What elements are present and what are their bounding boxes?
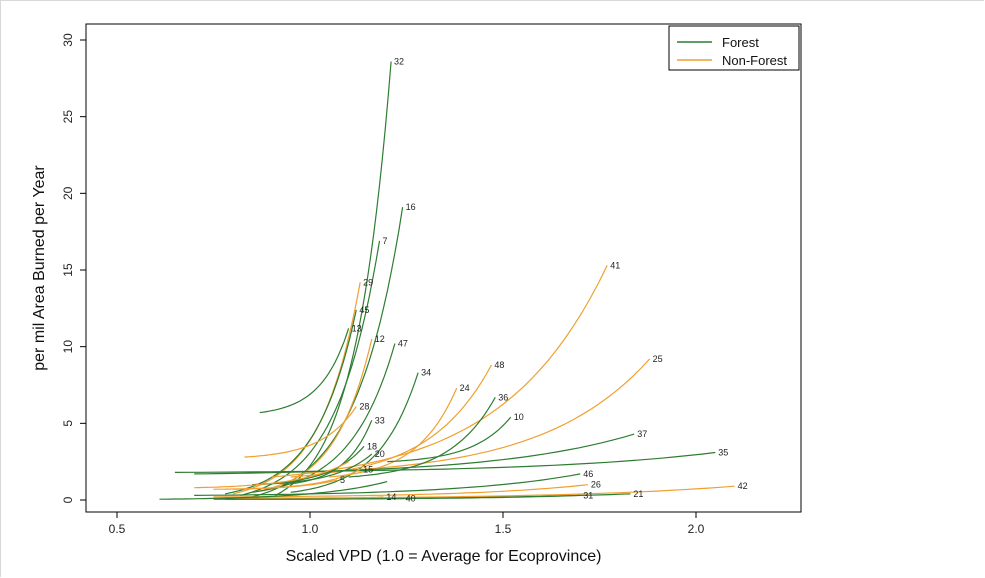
series-line-35 xyxy=(174,451,716,473)
series-label: 37 xyxy=(637,429,647,439)
y-tick-label: 15 xyxy=(61,263,75,277)
series-label: 35 xyxy=(718,447,728,457)
plot-box xyxy=(85,23,802,513)
series-label: 24 xyxy=(460,383,470,393)
y-tick-label: 20 xyxy=(61,186,75,200)
series-label: 16 xyxy=(406,202,416,212)
x-axis-title: Scaled VPD (1.0 = Average for Ecoprovinc… xyxy=(286,548,602,565)
series-line-46 xyxy=(194,473,581,496)
series-line-5 xyxy=(213,479,338,490)
series-label: 29 xyxy=(363,277,373,287)
series-label: 13 xyxy=(352,323,362,333)
y-tick-label: 25 xyxy=(61,110,75,124)
series-line-13 xyxy=(259,328,350,414)
series-line-unlabeled-30 xyxy=(159,481,388,500)
x-tick-label: 0.5 xyxy=(109,522,126,536)
series-label: 42 xyxy=(738,481,748,491)
curves xyxy=(159,61,735,500)
series-line-37 xyxy=(194,433,635,475)
y-tick-label: 5 xyxy=(61,420,75,427)
x-tick-label: 1.0 xyxy=(302,522,319,536)
series-line-34 xyxy=(290,372,419,493)
y-tick-label: 10 xyxy=(61,340,75,354)
series-label: 34 xyxy=(421,368,431,378)
series-label: 40 xyxy=(406,493,416,503)
series-label: 46 xyxy=(583,469,593,479)
x-tick-label: 1.5 xyxy=(495,522,512,536)
series-label: 41 xyxy=(610,260,620,270)
series-line-41 xyxy=(271,265,608,478)
y-tick-label: 30 xyxy=(61,33,75,47)
series-line-42 xyxy=(213,485,735,500)
series-label: 25 xyxy=(653,354,663,364)
y-tick-label: 0 xyxy=(61,496,75,503)
series-label: 31 xyxy=(583,490,593,500)
series-line-unlabeled-31 xyxy=(194,461,349,489)
series-label: 12 xyxy=(375,334,385,344)
y-axis-title: per mil Area Burned per Year xyxy=(31,165,48,371)
series-label: 10 xyxy=(514,412,524,422)
series-label: 18 xyxy=(367,441,377,451)
legend-entry: Non-Forest xyxy=(722,53,787,68)
series-label: 26 xyxy=(591,480,601,490)
series-line-7 xyxy=(240,240,381,496)
series-label: 45 xyxy=(359,305,369,315)
series-label: 7 xyxy=(382,236,387,246)
series-label: 14 xyxy=(386,492,396,502)
series-line-40 xyxy=(213,497,403,500)
series-label: 5 xyxy=(340,475,345,485)
series-label: 28 xyxy=(359,401,369,411)
series-line-10 xyxy=(387,416,512,463)
series-line-28 xyxy=(244,406,357,458)
series-label: 48 xyxy=(494,360,504,370)
series-label: 32 xyxy=(394,56,404,66)
series-line-29 xyxy=(232,282,361,495)
series-label: 21 xyxy=(633,489,643,499)
series-label: 15 xyxy=(363,464,373,474)
legend-entry: Forest xyxy=(722,35,759,50)
series-label: 47 xyxy=(398,339,408,349)
series-line-33 xyxy=(282,420,373,486)
x-tick-label: 2.0 xyxy=(688,522,705,536)
series-line-25 xyxy=(309,358,651,473)
series-line-45 xyxy=(224,309,357,495)
series-label: 33 xyxy=(375,415,385,425)
legend: Forest Non-Forest xyxy=(668,25,800,71)
series-label: 20 xyxy=(375,449,385,459)
series-line-36 xyxy=(348,396,496,478)
series-line-32 xyxy=(275,61,392,496)
series-label: 36 xyxy=(498,392,508,402)
legend-box xyxy=(668,25,800,71)
